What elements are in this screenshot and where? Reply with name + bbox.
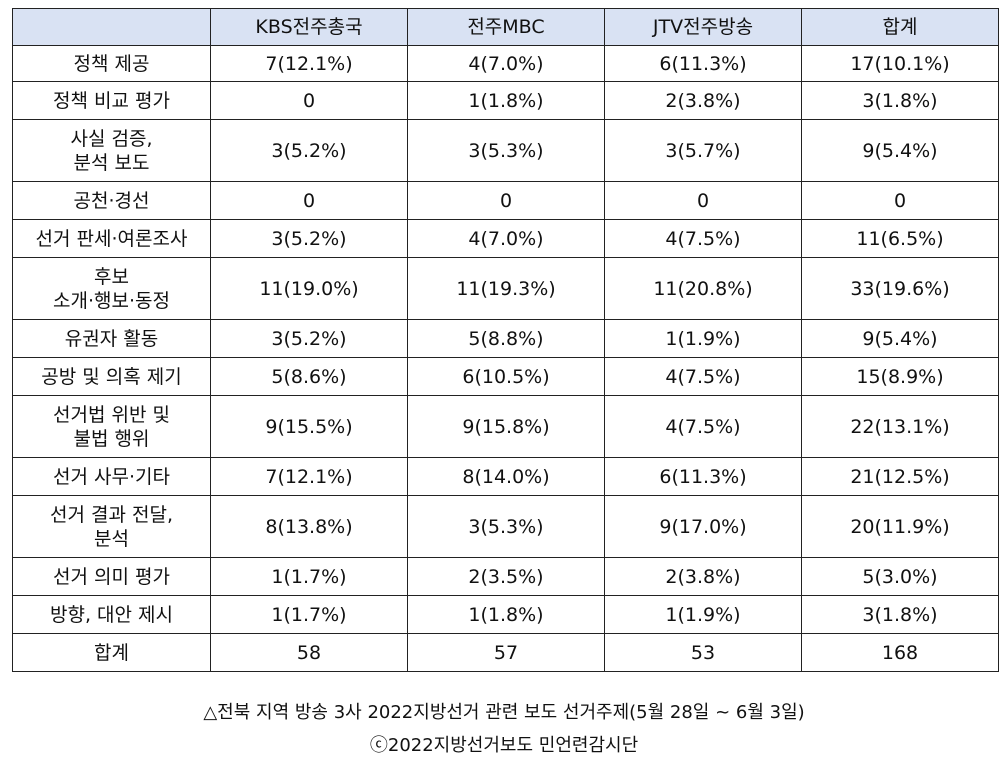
table-cell: 7(12.1%) bbox=[210, 457, 408, 496]
table-cell: 3(5.7%) bbox=[604, 119, 802, 182]
row-label: 공천·경선 bbox=[12, 181, 211, 220]
table-cell: 1(1.9%) bbox=[604, 595, 802, 634]
table-cell: 11(6.5%) bbox=[801, 219, 999, 258]
table-row: 선거법 위반 및 불법 행위 9(15.5%) 9(15.8%) 4(7.5%) 22(… bbox=[12, 395, 999, 458]
table-cell: 33(19.6%) bbox=[801, 257, 999, 320]
table-cell: 2(3.8%) bbox=[604, 81, 802, 120]
table-row: 정책 비교 평가 0 1(1.8%) 2(3.8%) 3(1.8%) bbox=[12, 81, 999, 120]
header-row: KBS전주총국 전주MBC JTV전주방송 합계 bbox=[12, 8, 999, 46]
table-cell: 1(1.7%) bbox=[210, 595, 408, 634]
caption-line-1: △전북 지역 방송 3사 2022지방선거 관련 보도 선거주제(5월 28일 … bbox=[203, 702, 805, 723]
table-cell: 0 bbox=[604, 181, 802, 220]
row-label: 후보 소개·행보·동정 bbox=[12, 257, 211, 320]
table-cell: 3(1.8%) bbox=[801, 81, 999, 120]
table-cell: 1(1.9%) bbox=[604, 319, 802, 358]
column-header: 합계 bbox=[801, 8, 999, 46]
table-cell: 0 bbox=[407, 181, 605, 220]
table-cell: 4(7.5%) bbox=[604, 219, 802, 258]
table-cell: 8(14.0%) bbox=[407, 457, 605, 496]
table-cell: 1(1.7%) bbox=[210, 557, 408, 596]
table-cell: 11(19.0%) bbox=[210, 257, 408, 320]
table-cell: 5(3.0%) bbox=[801, 557, 999, 596]
table-cell: 4(7.5%) bbox=[604, 395, 802, 458]
row-label: 유권자 활동 bbox=[12, 319, 211, 358]
table-cell: 57 bbox=[407, 633, 605, 672]
row-label: 선거법 위반 및 불법 행위 bbox=[12, 395, 211, 458]
row-label: 공방 및 의혹 제기 bbox=[12, 357, 211, 396]
table-cell: 7(12.1%) bbox=[210, 45, 408, 82]
table-row: 유권자 활동 3(5.2%) 5(8.8%) 1(1.9%) 9(5.4%) bbox=[12, 319, 999, 358]
table-cell: 9(17.0%) bbox=[604, 495, 802, 558]
table-cell: 3(1.8%) bbox=[801, 595, 999, 634]
column-header: KBS전주총국 bbox=[210, 8, 408, 46]
table-cell: 6(11.3%) bbox=[604, 457, 802, 496]
table-row: 합계 58 57 53 168 bbox=[12, 633, 999, 672]
table-cell: 3(5.2%) bbox=[210, 319, 408, 358]
table-cell: 0 bbox=[210, 181, 408, 220]
table-row: 사실 검증, 분석 보도 3(5.2%) 3(5.3%) 3(5.7%) 9(5.4%) bbox=[12, 119, 999, 182]
table-cell: 11(20.8%) bbox=[604, 257, 802, 320]
table-cell: 9(5.4%) bbox=[801, 319, 999, 358]
row-label: 사실 검증, 분석 보도 bbox=[12, 119, 211, 182]
table-cell: 0 bbox=[801, 181, 999, 220]
table-row: 방향, 대안 제시 1(1.7%) 1(1.8%) 1(1.9%) 3(1.8%) bbox=[12, 595, 999, 634]
row-label: 방향, 대안 제시 bbox=[12, 595, 211, 634]
table-cell: 9(15.5%) bbox=[210, 395, 408, 458]
caption-line-2: ⓒ2022지방선거보도 민언련감시단 bbox=[369, 735, 639, 756]
row-label: 정책 제공 bbox=[12, 45, 211, 82]
table-cell: 17(10.1%) bbox=[801, 45, 999, 82]
table-cell: 6(11.3%) bbox=[604, 45, 802, 82]
row-label: 선거 의미 평가 bbox=[12, 557, 211, 596]
table-row: 공방 및 의혹 제기 5(8.6%) 6(10.5%) 4(7.5%) 15(8.9%) bbox=[12, 357, 999, 396]
row-label: 합계 bbox=[12, 633, 211, 672]
table-cell: 3(5.3%) bbox=[407, 119, 605, 182]
table-header: KBS전주총국 전주MBC JTV전주방송 합계 bbox=[12, 8, 999, 46]
table-cell: 5(8.6%) bbox=[210, 357, 408, 396]
table-cell: 0 bbox=[210, 81, 408, 120]
table-cell: 5(8.8%) bbox=[407, 319, 605, 358]
table-row: 정책 제공 7(12.1%) 4(7.0%) 6(11.3%) 17(10.1%) bbox=[12, 45, 999, 82]
table-cell: 4(7.5%) bbox=[604, 357, 802, 396]
table-row: 선거 의미 평가 1(1.7%) 2(3.5%) 2(3.8%) 5(3.0%) bbox=[12, 557, 999, 596]
table-cell: 3(5.3%) bbox=[407, 495, 605, 558]
row-label: 선거 사무·기타 bbox=[12, 457, 211, 496]
row-label: 선거 결과 전달, 분석 bbox=[12, 495, 211, 558]
table-cell: 4(7.0%) bbox=[407, 219, 605, 258]
table-cell: 22(13.1%) bbox=[801, 395, 999, 458]
column-header bbox=[12, 8, 211, 46]
row-label: 정책 비교 평가 bbox=[12, 81, 211, 120]
table-cell: 168 bbox=[801, 633, 999, 672]
table-cell: 1(1.8%) bbox=[407, 81, 605, 120]
table-cell: 2(3.5%) bbox=[407, 557, 605, 596]
column-header: 전주MBC bbox=[407, 8, 605, 46]
table-row: 선거 결과 전달, 분석 8(13.8%) 3(5.3%) 9(17.0%) 20(11… bbox=[12, 495, 999, 558]
table-cell: 4(7.0%) bbox=[407, 45, 605, 82]
table-row: 공천·경선 0 0 0 0 bbox=[12, 181, 999, 220]
table-cell: 3(5.2%) bbox=[210, 119, 408, 182]
table-cell: 9(5.4%) bbox=[801, 119, 999, 182]
table-row: 후보 소개·행보·동정 11(19.0%) 11(19.3%) 11(20.8%) 33… bbox=[12, 257, 999, 320]
row-label: 선거 판세·여론조사 bbox=[12, 219, 211, 258]
table-body: 정책 제공 7(12.1%) 4(7.0%) 6(11.3%) 17(10.1%) 정책 … bbox=[12, 45, 999, 672]
table-cell: 2(3.8%) bbox=[604, 557, 802, 596]
table-cell: 53 bbox=[604, 633, 802, 672]
table-cell: 15(8.9%) bbox=[801, 357, 999, 396]
table-cell: 11(19.3%) bbox=[407, 257, 605, 320]
column-header: JTV전주방송 bbox=[604, 8, 802, 46]
table-cell: 21(12.5%) bbox=[801, 457, 999, 496]
topic-table: KBS전주총국 전주MBC JTV전주방송 합계 정책 제공 7(12.1%) 4(7.0… bbox=[12, 8, 999, 672]
table-cell: 1(1.8%) bbox=[407, 595, 605, 634]
table-cell: 58 bbox=[210, 633, 408, 672]
table-cell: 8(13.8%) bbox=[210, 495, 408, 558]
table-cell: 3(5.2%) bbox=[210, 219, 408, 258]
table-cell: 20(11.9%) bbox=[801, 495, 999, 558]
table-row: 선거 사무·기타 7(12.1%) 8(14.0%) 6(11.3%) 21(12.5%… bbox=[12, 457, 999, 496]
table-cell: 9(15.8%) bbox=[407, 395, 605, 458]
table-row: 선거 판세·여론조사 3(5.2%) 4(7.0%) 4(7.5%) 11(6.5%) bbox=[12, 219, 999, 258]
table-cell: 6(10.5%) bbox=[407, 357, 605, 396]
